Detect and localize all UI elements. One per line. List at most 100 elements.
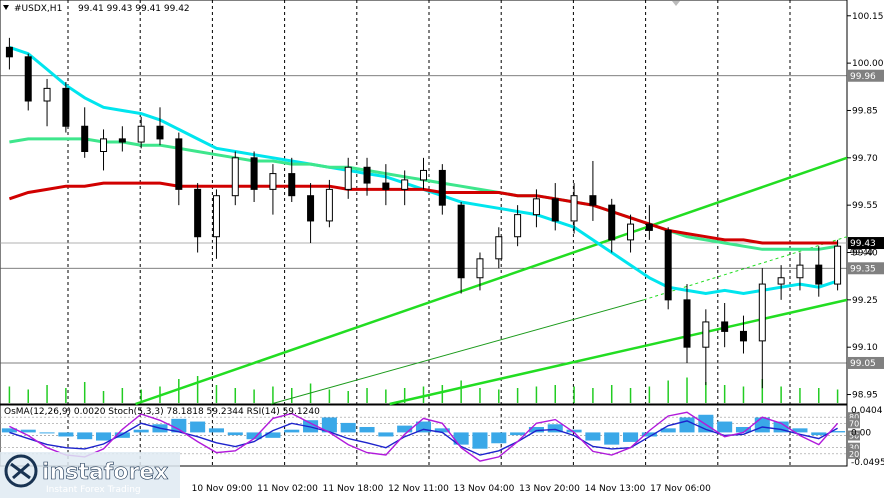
candle-body xyxy=(438,169,446,206)
title-triangle-icon xyxy=(3,5,9,10)
osma-histogram-bar xyxy=(1,428,17,433)
osma-histogram-bar xyxy=(133,429,149,433)
candle-body xyxy=(664,229,672,301)
brand-logo: instaforex Instant Forex Trading xyxy=(0,452,180,498)
osma-histogram-bar xyxy=(321,417,337,433)
osma-histogram-bar xyxy=(510,432,526,436)
stoch-level-badge xyxy=(848,448,860,459)
candle-body xyxy=(62,87,70,127)
stoch-level-label: 20 xyxy=(849,450,859,459)
osma-histogram-bar xyxy=(792,428,808,433)
candle-body xyxy=(118,138,126,143)
candle-body xyxy=(777,277,785,285)
x-tick-label: 17 Nov 06:00 xyxy=(650,484,711,494)
candle-body xyxy=(344,166,352,190)
oscillator-tick-label: 0.0404 xyxy=(851,406,883,416)
scroll-marker-icon xyxy=(672,1,680,6)
price-level-label: 99.96 xyxy=(850,72,876,82)
candle-body xyxy=(608,204,616,241)
candle-body xyxy=(231,157,239,197)
ohlc-readout: 99.41 99.43 99.41 99.42 xyxy=(78,4,190,14)
stoch-level-badge xyxy=(848,412,860,423)
osma-histogram-bar xyxy=(604,432,620,445)
osma-histogram-bar xyxy=(284,429,300,433)
candle-body xyxy=(721,321,729,332)
y-tick-label: 98.95 xyxy=(852,391,878,401)
osma-histogram-bar xyxy=(773,421,789,433)
osma-histogram-bar xyxy=(58,432,74,437)
oscillator-title: OsMA(12,26,9) 0.0020 Stoch(5,3,3) 78.181… xyxy=(4,407,320,417)
candle-body xyxy=(796,264,804,279)
candle-body xyxy=(570,195,578,222)
y-tick-label: 99.70 xyxy=(852,154,878,164)
osma-histogram-bar xyxy=(566,429,582,433)
price-level-badge xyxy=(848,262,884,275)
y-tick-label: 99.25 xyxy=(852,296,878,306)
y-tick-label: 100.00 xyxy=(852,59,884,69)
candle-body xyxy=(551,198,559,222)
y-tick-label: 99.85 xyxy=(852,106,878,116)
y-tick-label: 99.40 xyxy=(852,249,878,259)
candle-body xyxy=(420,169,427,181)
candle-body xyxy=(137,125,145,143)
x-tick-label: 14 Nov 13:00 xyxy=(585,484,646,494)
osma-histogram-bar xyxy=(397,425,413,433)
osma-histogram-bar xyxy=(679,417,695,433)
oscillator-line xyxy=(9,411,839,462)
osma-histogram-bar xyxy=(660,428,676,433)
candle-body xyxy=(401,179,409,190)
channel-line xyxy=(135,156,848,406)
stoch-level-badge xyxy=(848,430,860,441)
candle-body xyxy=(683,299,691,348)
candle-body xyxy=(739,330,747,342)
current-price-badge xyxy=(848,237,884,250)
candle-body xyxy=(307,195,315,222)
osma-histogram-bar xyxy=(472,432,488,449)
stoch-level-label: 70 xyxy=(849,419,859,428)
osma-histogram-bar xyxy=(623,432,639,442)
candle-body xyxy=(5,46,13,58)
candle-body xyxy=(476,258,484,279)
price-level-label: 99.35 xyxy=(850,264,876,274)
osma-histogram-bar xyxy=(265,432,281,438)
current-price-secondary-label: 99.40 xyxy=(850,248,873,257)
candle-body xyxy=(24,56,32,102)
osma-histogram-bar xyxy=(114,432,130,438)
candle-body xyxy=(495,236,503,260)
candle-body xyxy=(758,283,766,342)
channel-line xyxy=(389,298,848,406)
osma-histogram-bar xyxy=(585,432,601,441)
osma-histogram-bar xyxy=(434,428,450,433)
osma-histogram-bar xyxy=(717,421,733,433)
moving-average-line xyxy=(8,181,838,245)
y-tick-label: 100.15 xyxy=(852,12,884,22)
osma-histogram-bar xyxy=(227,432,243,436)
current-price-label: 99.43 xyxy=(850,239,876,249)
candle-body xyxy=(382,182,390,190)
osma-histogram-bar xyxy=(171,418,187,433)
logo-wordmark: instaforex xyxy=(42,460,168,485)
candle-body xyxy=(288,173,296,197)
candle-body xyxy=(269,173,277,190)
osma-histogram-bar xyxy=(528,426,544,433)
price-level-label: 99.05 xyxy=(850,359,876,369)
x-tick-label: 13 Nov 20:00 xyxy=(519,484,580,494)
candle-body xyxy=(457,204,465,279)
candle-body xyxy=(514,214,522,238)
osma-histogram-bar xyxy=(340,422,356,433)
logo-tagline: Instant Forex Trading xyxy=(46,485,141,495)
candle-body xyxy=(43,87,51,102)
stoch-level-label: 30 xyxy=(849,444,859,453)
candle-body xyxy=(250,157,258,190)
osma-histogram-bar xyxy=(246,432,262,440)
osma-histogram-bar xyxy=(359,426,375,433)
x-tick-label: 11 Nov 18:00 xyxy=(323,484,384,494)
stoch-level-label: 50 xyxy=(849,432,859,441)
candle-body xyxy=(645,223,653,231)
candle-body xyxy=(532,198,540,216)
osma-histogram-bar xyxy=(39,432,55,434)
x-tick-label: 10 Nov 09:00 xyxy=(192,484,253,494)
osma-histogram-bar xyxy=(453,432,469,445)
candle-body xyxy=(815,264,823,285)
